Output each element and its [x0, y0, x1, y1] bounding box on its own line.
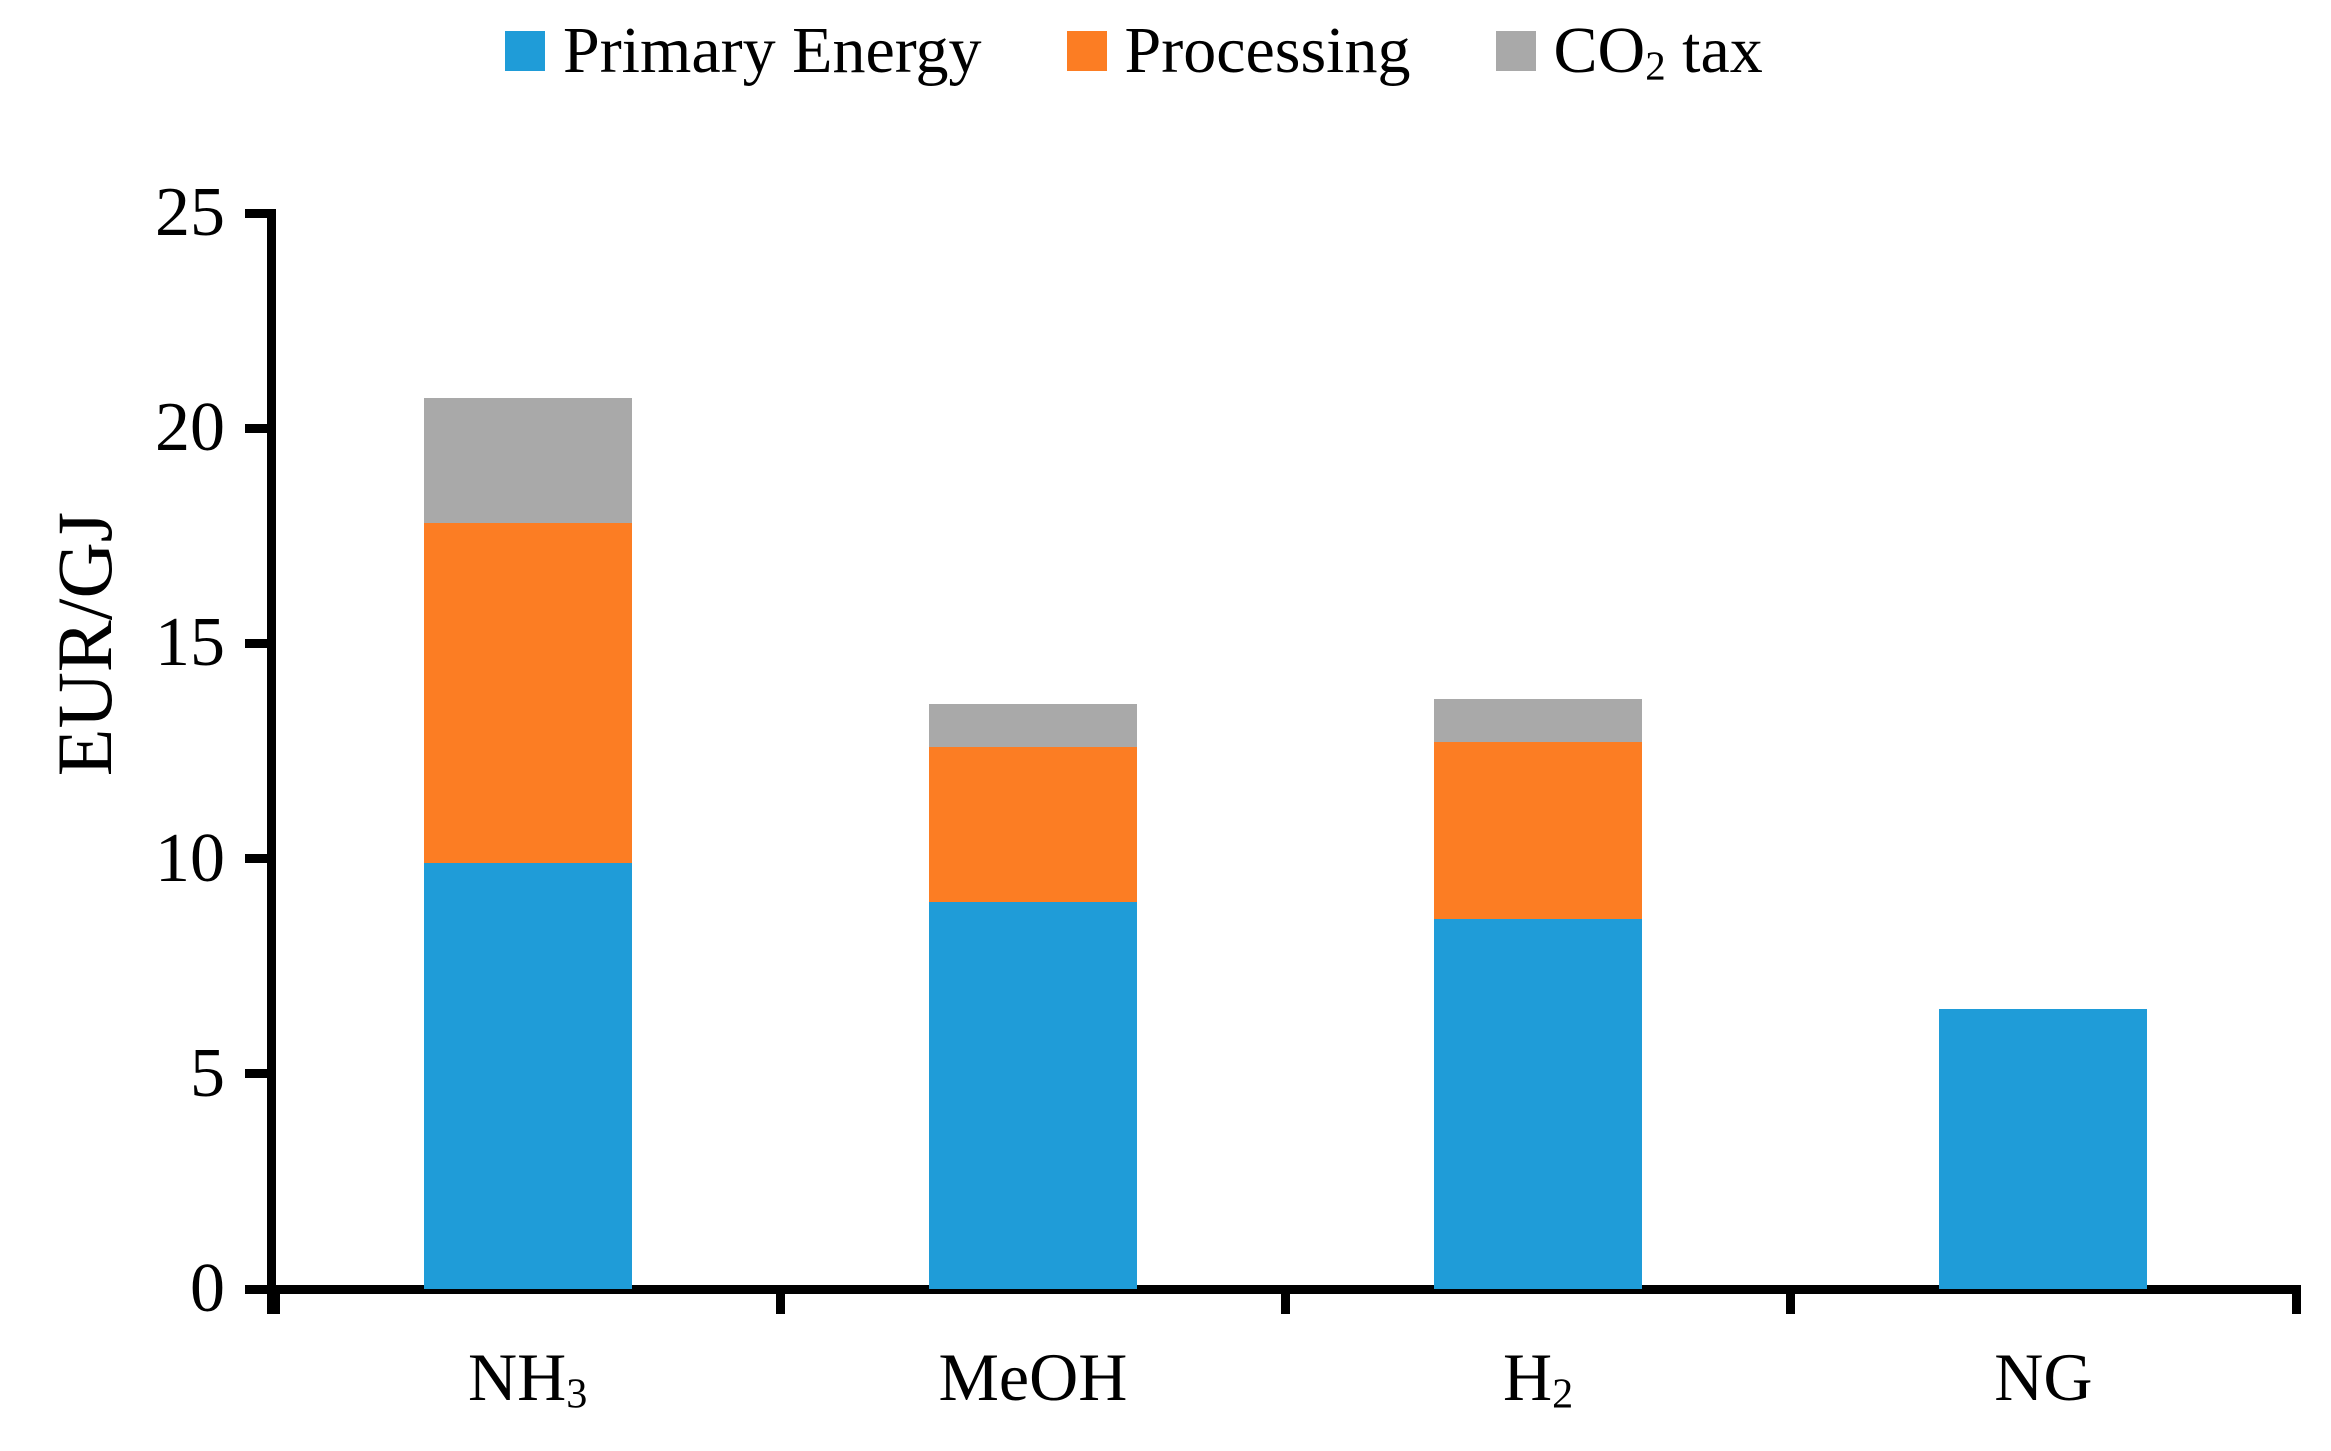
- legend-label: CO2 tax: [1553, 14, 1763, 89]
- x-category-label: NG: [1994, 1339, 2093, 1415]
- legend-swatch: [1495, 31, 1536, 71]
- y-axis-tick: [245, 423, 275, 433]
- x-axis-tick: [1281, 1285, 1290, 1314]
- y-axis-tick: [245, 854, 275, 864]
- y-axis-tick: [245, 638, 275, 648]
- legend-label: Primary Energy: [563, 14, 982, 87]
- x-axis-tick: [775, 1285, 785, 1314]
- legend-item: Processing: [1066, 14, 1411, 87]
- y-tick-label: 15: [155, 604, 225, 682]
- y-tick-label: 5: [190, 1034, 225, 1112]
- y-tick-label: 10: [155, 819, 225, 897]
- legend-item: Primary Energy: [505, 18, 982, 84]
- subscript: 2: [1552, 1370, 1574, 1418]
- legend-item: CO2 tax: [1495, 14, 1763, 89]
- x-axis-tick: [2291, 1285, 2301, 1314]
- y-axis-line: [267, 209, 276, 1314]
- bar-segment: [1939, 1009, 2148, 1289]
- y-tick-label: 20: [155, 389, 225, 467]
- bar-segment: [423, 398, 632, 523]
- x-category-label: MeOH: [938, 1339, 1128, 1415]
- bar-segment: [928, 901, 1137, 1289]
- y-tick-label: 25: [155, 174, 225, 251]
- x-category-label: NH3: [467, 1339, 588, 1418]
- bar-segment: [1434, 699, 1643, 743]
- x-axis-tick: [270, 1285, 280, 1314]
- x-category-label: H2: [1503, 1339, 1574, 1418]
- y-axis-tick: [245, 1284, 275, 1294]
- bar-segment: [423, 862, 632, 1289]
- legend-swatch: [505, 31, 545, 71]
- subscript: 2: [1645, 43, 1666, 89]
- bar-segment: [928, 746, 1137, 902]
- legend-swatch: [1066, 31, 1107, 71]
- bar-segment: [928, 703, 1137, 747]
- y-axis-tick: [245, 1069, 275, 1079]
- legend: Primary Energy Processing CO2 tax: [505, 14, 1763, 89]
- x-axis-tick: [1786, 1285, 1796, 1314]
- bar-segment: [1434, 742, 1643, 919]
- subscript: 3: [566, 1370, 588, 1418]
- y-tick-label: 0: [190, 1250, 225, 1327]
- legend-label: Processing: [1124, 14, 1411, 87]
- bar-segment: [1434, 918, 1643, 1289]
- y-axis-tick: [245, 208, 275, 218]
- bar-segment: [423, 522, 632, 863]
